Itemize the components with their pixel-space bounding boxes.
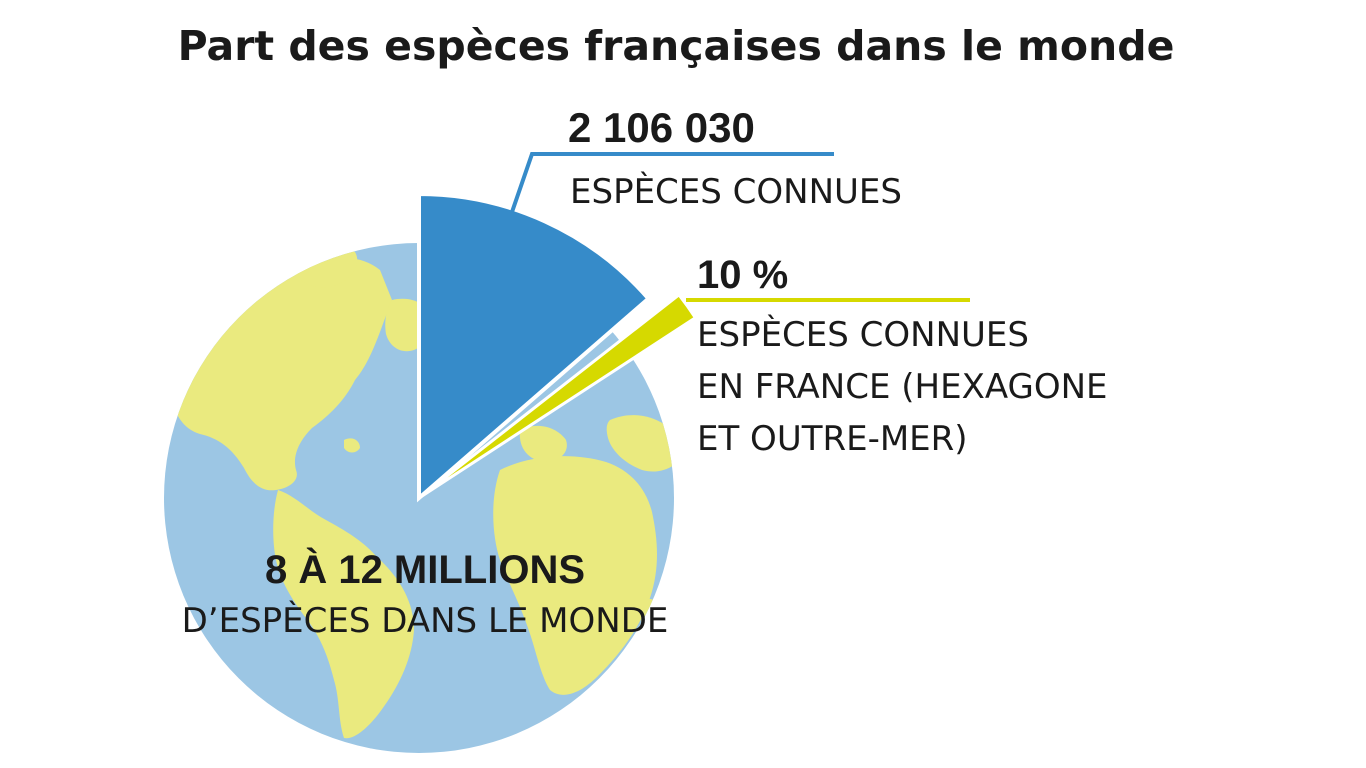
- known-species-value: 2 106 030: [568, 104, 755, 151]
- world-total-value: 8 À 12 MILLIONS: [265, 547, 585, 592]
- known-species-label: ESPÈCES CONNUES: [570, 171, 902, 212]
- leader-line-known: [510, 152, 834, 213]
- slice-known-species: [417, 191, 652, 503]
- chart-title: Part des espèces françaises dans le mond…: [178, 22, 1175, 70]
- france-species-label-line-3: ET OUTRE-MER): [697, 419, 968, 459]
- world-total-label: D’ESPÈCES DANS LE MONDE: [182, 600, 669, 641]
- france-species-label-line-2: EN FRANCE (HEXAGONE: [697, 367, 1108, 407]
- slice-france-species: [418, 292, 698, 500]
- france-species-value: 10 %: [697, 253, 788, 297]
- france-species-label-line-1: ESPÈCES CONNUES: [697, 314, 1029, 355]
